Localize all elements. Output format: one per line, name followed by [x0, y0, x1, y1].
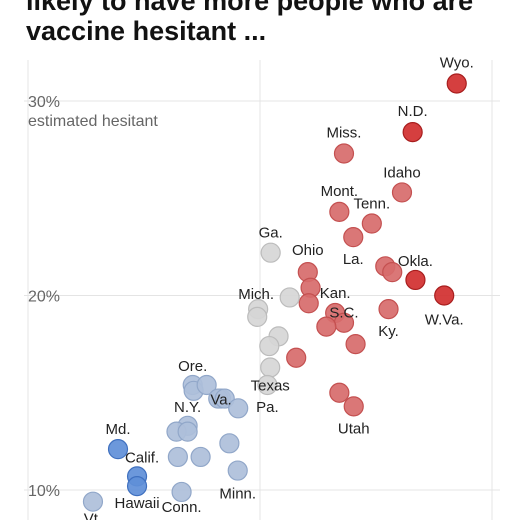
y-axis-ticks: 30% 20% 10% [28, 94, 60, 500]
y-tick-label-20: 20% [28, 289, 60, 306]
dot-idaho [391, 182, 413, 203]
label-mich: Mich. [238, 286, 274, 303]
label-conn: Conn. [162, 499, 202, 516]
dot-ga [260, 242, 281, 263]
dot-unlabeled-31 [382, 262, 403, 283]
dot-pa [257, 374, 278, 396]
dot-tenn [361, 213, 382, 234]
label-mont: Mont. [321, 183, 359, 200]
dot-la [343, 227, 364, 248]
y-tick-label-30: 30% [28, 94, 60, 111]
dot-unlabeled-44 [228, 398, 249, 419]
dot-unlabeled-33 [345, 334, 366, 355]
dot-okla [405, 269, 426, 291]
label-la: La. [343, 251, 364, 268]
label-ga: Ga. [259, 225, 283, 242]
label-texas: Texas [251, 377, 290, 394]
dot-unlabeled-46 [177, 421, 198, 442]
dot-utah [343, 396, 364, 417]
dot-wyo [446, 73, 467, 94]
dot-unlabeled-47 [219, 433, 240, 454]
dot-unlabeled-34 [286, 347, 307, 368]
label-ore: Ore. [178, 358, 207, 375]
label-s-c: S.C. [329, 305, 358, 322]
data-labels: Wyo. N.D. Miss. Idaho Mont.Tenn. La. Ga. Ohio Ok… [84, 54, 474, 520]
label-pa: Pa. [256, 399, 279, 416]
dot-unlabeled-29 [298, 293, 319, 314]
dot-unlabeled-35 [329, 382, 350, 403]
dot-conn [171, 481, 192, 503]
dot-n-d [402, 122, 423, 143]
label-miss: Miss. [326, 125, 361, 142]
dot-texas [260, 357, 281, 378]
chart-title: likely to have more people who are vacci… [26, 0, 473, 46]
label-hawaii: Hawaii [115, 495, 160, 512]
dot-w-va [434, 285, 455, 306]
label-utah: Utah [338, 420, 370, 437]
label-w-va: W.Va. [425, 312, 464, 329]
label-md: Md. [106, 421, 131, 438]
dot-md [107, 439, 129, 460]
dot-mont [329, 201, 350, 222]
dot-unlabeled-36 [279, 287, 300, 308]
grid-layer [24, 60, 500, 520]
data-points [82, 73, 467, 512]
label-va: Va. [210, 392, 231, 409]
chart-title-line-1: likely to have more people who are [26, 0, 474, 16]
label-wyo: Wyo. [440, 54, 474, 71]
label-okla: Okla. [398, 253, 433, 270]
label-n-y: N.Y. [174, 399, 201, 416]
y-tick-label-10: 10% [28, 483, 60, 500]
dot-unlabeled-39 [259, 335, 280, 357]
dot-vt [82, 491, 104, 512]
dot-unlabeled-32 [316, 316, 337, 337]
label-idaho: Idaho [383, 164, 421, 181]
dot-unlabeled-48 [167, 446, 188, 468]
dot-minn [227, 460, 248, 481]
label-n-d: N.D. [398, 103, 428, 120]
dot-miss [333, 143, 355, 164]
label-calif: Calif. [125, 449, 159, 466]
dot-unlabeled-49 [190, 446, 211, 468]
label-ky: Ky. [378, 323, 399, 340]
dot-unlabeled-41 [196, 374, 217, 396]
label-vt: Vt. [84, 511, 102, 520]
chart-title-line-2: vaccine hesitant ... [26, 16, 267, 46]
dot-ky [378, 299, 399, 320]
dot-hawaii [126, 476, 148, 497]
y-axis-label: estimated hesitant [28, 113, 158, 130]
dot-unlabeled-37 [247, 306, 268, 327]
label-tenn: Tenn. [353, 196, 390, 213]
label-ohio: Ohio [292, 242, 324, 259]
label-minn: Minn. [219, 486, 256, 503]
label-kan: Kan. [320, 285, 351, 302]
